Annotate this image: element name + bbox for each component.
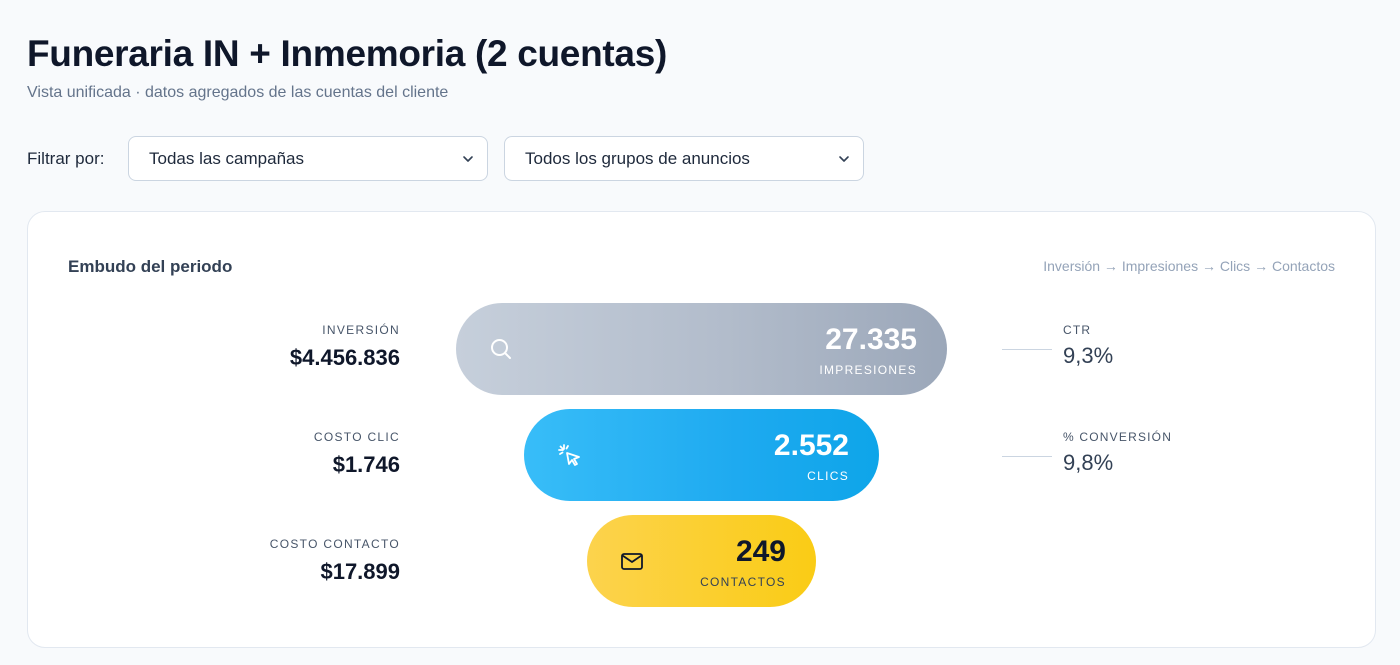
metric-label: COSTO CLIC [313,430,400,444]
funnel-stage-impressions: 27.335 IMPRESIONES [456,303,947,395]
page-subtitle: Vista unificada · datos agregados de las… [27,84,449,101]
stage-value: 27.335 [825,323,917,356]
campaign-select-value: Todas las campañas [149,148,304,168]
stage-value: 249 [735,535,786,568]
rate-value: 9,8% [1063,450,1114,475]
rate-connector-line [1002,349,1052,350]
cost-metric-click: COSTO CLIC $1.746 [314,430,400,478]
adgroup-select-value: Todos los grupos de anuncios [525,148,750,168]
adgroup-select[interactable]: Todos los grupos de anuncios [504,136,864,181]
cost-metric-inversion: INVERSIÓN $4.456.836 [290,323,400,371]
stage-value: 2.552 [773,429,849,462]
stage-unit: IMPRESIONES [819,363,917,377]
metric-value: $17.899 [320,559,400,584]
funnel-stage-clicks: 2.552 CLICS [524,409,879,501]
campaign-select[interactable]: Todas las campañas [128,136,488,181]
rate-label: % CONVERSIÓN [1063,430,1173,444]
funnel-stage-contacts: 249 CONTACTOS [587,515,816,607]
cursor-click-icon [558,444,580,466]
page-title: Funeraria IN + Inmemoria (2 cuentas) [27,33,667,74]
rate-connector-line [1002,456,1052,457]
metric-value: $1.746 [332,452,400,477]
metric-value: $4.456.836 [289,345,400,370]
funnel-flow-caption: Inversión → Impresiones → Clics → Contac… [1043,258,1335,274]
metric-label: INVERSIÓN [322,323,400,337]
filter-label: Filtrar por: [27,149,105,168]
chevron-down-icon [839,156,849,162]
search-icon [491,339,511,359]
cost-metric-contact: COSTO CONTACTO $17.899 [270,537,400,585]
mail-icon [621,553,643,570]
metric-label: COSTO CONTACTO [269,537,400,551]
stage-unit: CLICS [807,469,849,483]
rate-label: CTR [1063,323,1092,337]
chevron-down-icon [463,156,473,162]
stage-unit: CONTACTOS [700,575,786,589]
rate-value: 9,3% [1063,343,1114,368]
funnel-card: Embudo del periodo Inversión → Impresion… [27,211,1376,648]
funnel-title: Embudo del periodo [68,257,233,276]
